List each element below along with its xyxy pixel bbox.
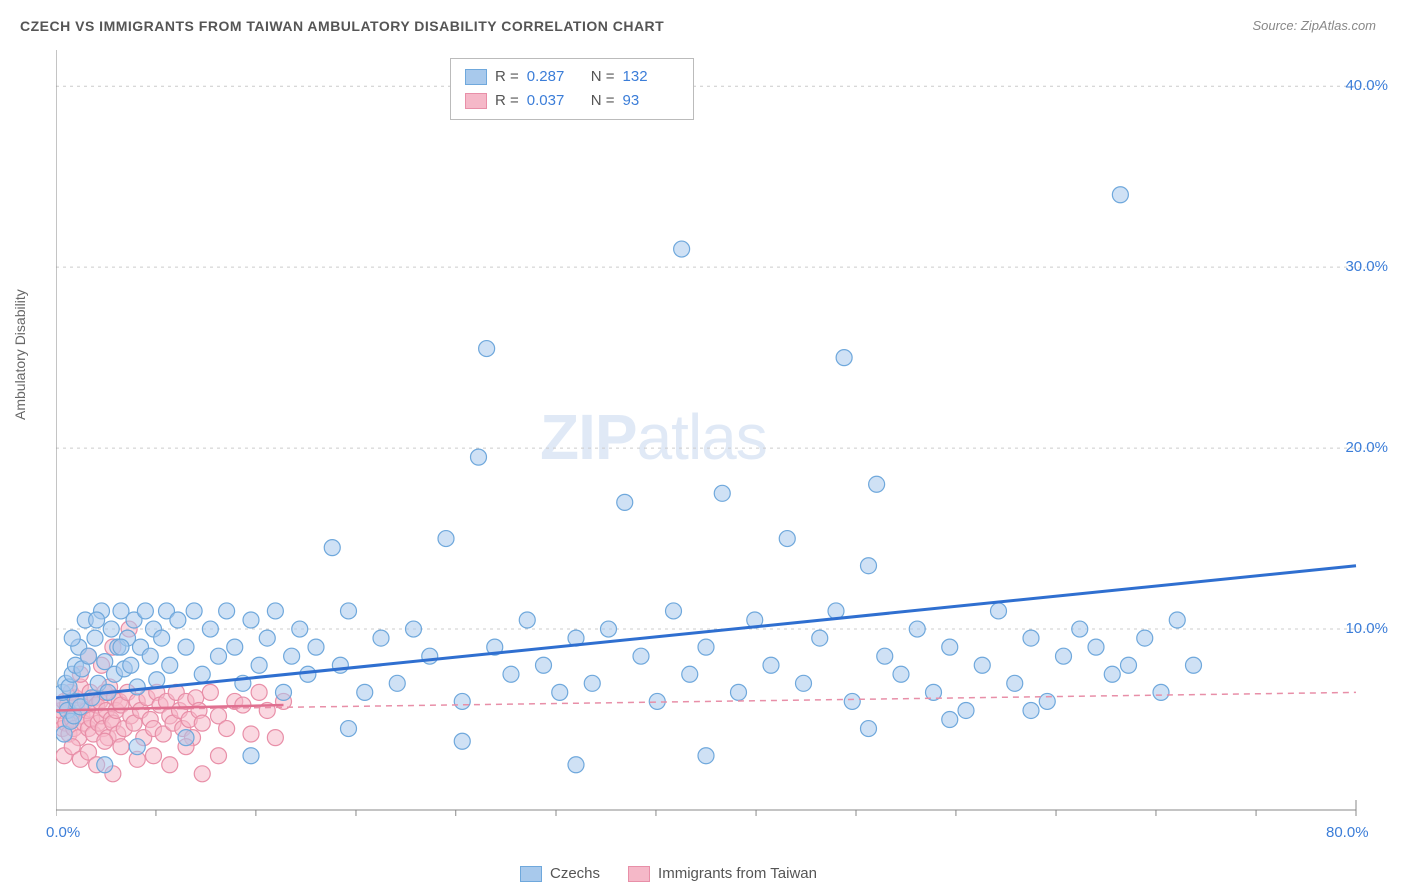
correlation-legend: R = 0.287 N = 132 R = 0.037 N = 93 [450,58,694,120]
n-label: N = [591,89,615,113]
y-tick-label: 30.0% [1345,258,1388,275]
chart-plot-area [56,50,1376,830]
legend-label-taiwan: Immigrants from Taiwan [658,865,817,882]
legend-item-taiwan: Immigrants from Taiwan [628,865,817,882]
correlation-row-taiwan: R = 0.037 N = 93 [465,89,679,113]
swatch-taiwan [465,93,487,109]
r-value-czechs: 0.287 [527,65,583,89]
swatch-czechs [465,69,487,85]
chart-title: CZECH VS IMMIGRANTS FROM TAIWAN AMBULATO… [20,18,664,34]
n-value-czechs: 132 [623,65,679,89]
series-legend: Czechs Immigrants from Taiwan [520,865,817,882]
r-value-taiwan: 0.037 [527,89,583,113]
y-tick-label: 10.0% [1345,620,1388,637]
y-axis-label: Ambulatory Disability [12,289,28,420]
source-credit: Source: ZipAtlas.com [1252,18,1376,33]
swatch-taiwan-icon [628,866,650,882]
x-tick-label: 0.0% [46,824,80,841]
legend-item-czechs: Czechs [520,865,600,882]
y-tick-label: 40.0% [1345,77,1388,94]
r-label: R = [495,65,519,89]
swatch-czechs-icon [520,866,542,882]
correlation-row-czechs: R = 0.287 N = 132 [465,65,679,89]
y-tick-label: 20.0% [1345,439,1388,456]
x-tick-label: 80.0% [1326,824,1369,841]
n-label: N = [591,65,615,89]
scatter-chart-svg [56,50,1376,830]
legend-label-czechs: Czechs [550,865,600,882]
r-label: R = [495,89,519,113]
n-value-taiwan: 93 [623,89,679,113]
